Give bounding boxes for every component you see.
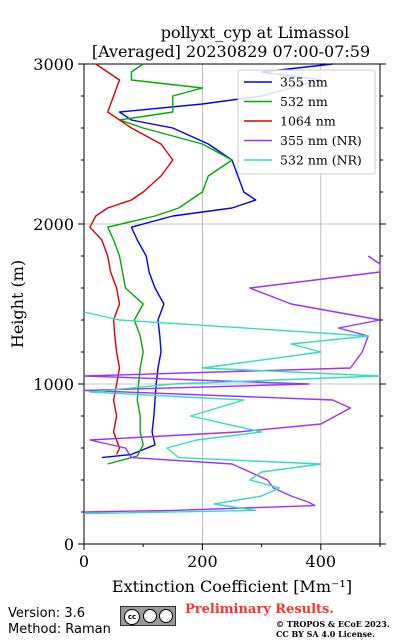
copyright-line-1: © TROPOS & ECoE 2023. [276, 619, 390, 629]
legend-label-1: 355 nm [280, 75, 328, 90]
method-text: Method: Raman [8, 622, 111, 637]
cc-license-badge: cc [120, 606, 176, 626]
legend-label-2: 532 nm [280, 94, 328, 109]
preliminary-notice: Preliminary Results. [185, 602, 334, 617]
copyright-line-2: CC BY SA 4.0 License. [276, 629, 375, 639]
cc-icon: cc [124, 609, 140, 625]
series-line-1 [101, 63, 333, 459]
y-tick-label: 2000 [33, 215, 74, 234]
extinction-profile-chart: pollyxt_cyp at Limassol [Averaged] 20230… [8, 23, 386, 596]
series-line-4 [83, 255, 381, 513]
series-layer [83, 63, 381, 515]
legend-label-4: 355 nm (NR) [280, 133, 362, 148]
x-axis-label: Extinction Coefficient [Mm⁻¹] [112, 577, 352, 596]
sa-icon [159, 609, 173, 623]
series-line-2 [107, 63, 233, 465]
axis-ticks: 0 200 400 0 1000 2000 3000 [33, 55, 386, 571]
x-tick-label: 400 [306, 552, 337, 571]
plot-frame [83, 63, 381, 545]
by-icon [143, 609, 157, 623]
chart-subtitle: [Averaged] 20230829 07:00-07:59 [92, 42, 370, 61]
chart-title: pollyxt_cyp at Limassol [161, 23, 350, 42]
y-tick-label: 3000 [33, 55, 74, 74]
x-tick-label: 200 [187, 552, 218, 571]
x-tick-label: 0 [79, 552, 89, 571]
y-tick-label: 0 [64, 535, 74, 554]
legend-box [237, 69, 376, 175]
y-axis-label: Height (m) [8, 260, 27, 348]
y-tick-label: 1000 [33, 375, 74, 394]
version-text: Version: 3.6 [8, 606, 85, 621]
legend-label-3: 1064 nm [280, 114, 336, 129]
series-line-5 [83, 311, 381, 515]
copyright-notice: © TROPOS & ECoE 2023. CC BY SA 4.0 Licen… [276, 619, 390, 639]
legend: 355 nm 532 nm 1064 nm 355 nm (NR) 532 nm (NR… [237, 69, 376, 175]
legend-label-5: 532 nm (NR) [280, 153, 362, 168]
